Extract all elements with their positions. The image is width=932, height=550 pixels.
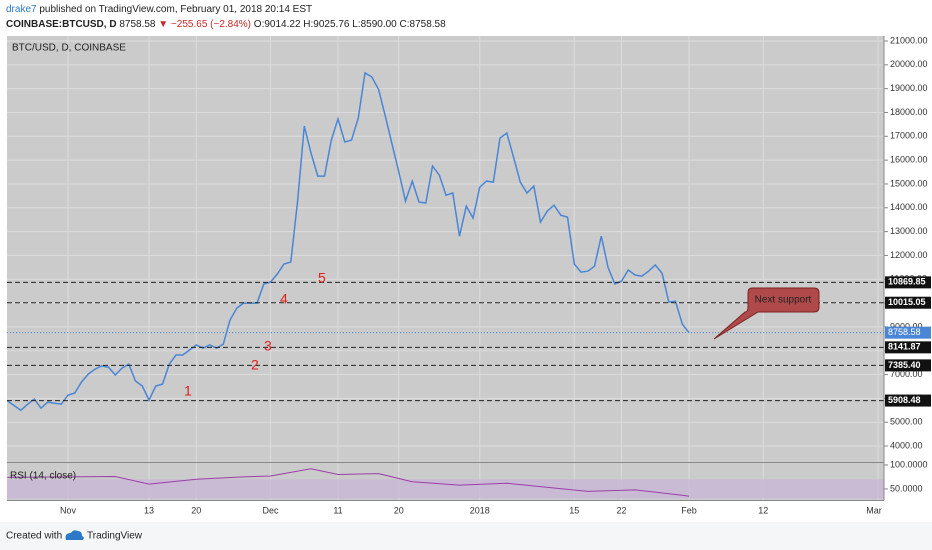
- y2-tick-label: 50.0000: [890, 483, 923, 493]
- wave-label: 3: [264, 338, 272, 354]
- level-badge: [885, 296, 931, 309]
- level-badge: [885, 359, 931, 372]
- level-badge: [885, 394, 931, 407]
- x-tick-label: Dec: [262, 505, 279, 515]
- y-tick-label: 5000.00: [890, 417, 923, 427]
- axes: Nov 13 20 Dec 11 20 2018 15 22 Feb 12 Mar4000.00500…: [60, 35, 931, 515]
- close: C:8758.58: [400, 19, 447, 30]
- footer: [0, 522, 932, 550]
- symbol: COINBASE:BTCUSD, D: [6, 19, 117, 30]
- rsi-line: [7, 468, 690, 497]
- wave-label: 4: [280, 291, 288, 307]
- x-tick-label: 11: [333, 505, 342, 515]
- plot: [6, 71, 884, 497]
- callout-text: Next support: [755, 295, 812, 306]
- x-tick-label: Nov: [60, 505, 77, 515]
- y-tick-label: 20000.00: [890, 59, 928, 69]
- symbol-line: COINBASE:BTCUSD, D 8758.58 ▼ −255.65 (−2…: [6, 19, 446, 30]
- y-tick-label: 12000.00: [890, 250, 928, 260]
- level-badge: [885, 341, 931, 354]
- price: 8758.58: [119, 19, 156, 30]
- x-tick-label: Mar: [866, 505, 882, 515]
- y-tick-label: 21000.00: [890, 35, 928, 45]
- x-tick-label: 20: [191, 505, 201, 515]
- footer-text: Created with: [6, 531, 62, 542]
- y-tick-label: 13000.00: [890, 226, 928, 236]
- rsi-legend: RSI (14, close): [10, 471, 76, 482]
- level-label: 5908.48: [888, 395, 921, 405]
- level-label: 7385.40: [888, 360, 921, 370]
- user[interactable]: drake7: [6, 4, 37, 15]
- wave-label: 5: [318, 270, 326, 286]
- y-tick-label: 17000.00: [890, 131, 928, 141]
- logo: [65, 530, 84, 540]
- x-tick-label: 12: [758, 505, 768, 515]
- level-label: 8141.87: [888, 342, 921, 352]
- last-price-badge: [885, 326, 931, 339]
- y-tick-label: 14000.00: [890, 202, 928, 212]
- grid: [7, 36, 884, 500]
- x-tick-label: 22: [616, 505, 626, 515]
- x-tick-label: 15: [569, 505, 579, 515]
- header-line: drake7 published on TradingView.com, Feb…: [6, 4, 312, 15]
- wave-label: 1: [184, 383, 192, 399]
- y-tick-label: 18000.00: [890, 107, 928, 117]
- x-tick-label: 13: [144, 505, 154, 515]
- y-tick-label: 19000.00: [890, 83, 928, 93]
- y-tick-label: 16000.00: [890, 155, 928, 165]
- low: L:8590.00: [352, 19, 397, 30]
- level-badge: [885, 276, 931, 289]
- y-tick-label: 4000.00: [890, 440, 923, 450]
- last-price-label: 8758.58: [888, 327, 921, 337]
- change: ▼ −255.65 (−2.84%): [158, 19, 251, 30]
- wave-label: 2: [251, 357, 259, 373]
- rsi-band: [7, 479, 884, 499]
- level-label: 10015.05: [888, 297, 926, 307]
- price-line: [6, 71, 690, 412]
- y-tick-label: 7000.00: [890, 369, 923, 379]
- y2-tick-label: 100.0000: [890, 459, 928, 469]
- series-legend: BTC/USD, D, COINBASE: [12, 43, 126, 54]
- x-tick-label: 2018: [470, 505, 490, 515]
- high: H:9025.76: [303, 19, 350, 30]
- published: published on TradingView.com, February 0…: [39, 4, 312, 15]
- callout-box: [713, 287, 820, 340]
- y-tick-label: 15000.00: [890, 178, 928, 188]
- y-tick-label: 9000.00: [890, 321, 923, 331]
- footer-brand[interactable]: TradingView: [87, 531, 143, 542]
- x-tick-label: Feb: [681, 505, 697, 515]
- open: O:9014.22: [254, 19, 301, 30]
- level-label: 10869.85: [888, 277, 926, 287]
- x-tick-label: 20: [394, 505, 404, 515]
